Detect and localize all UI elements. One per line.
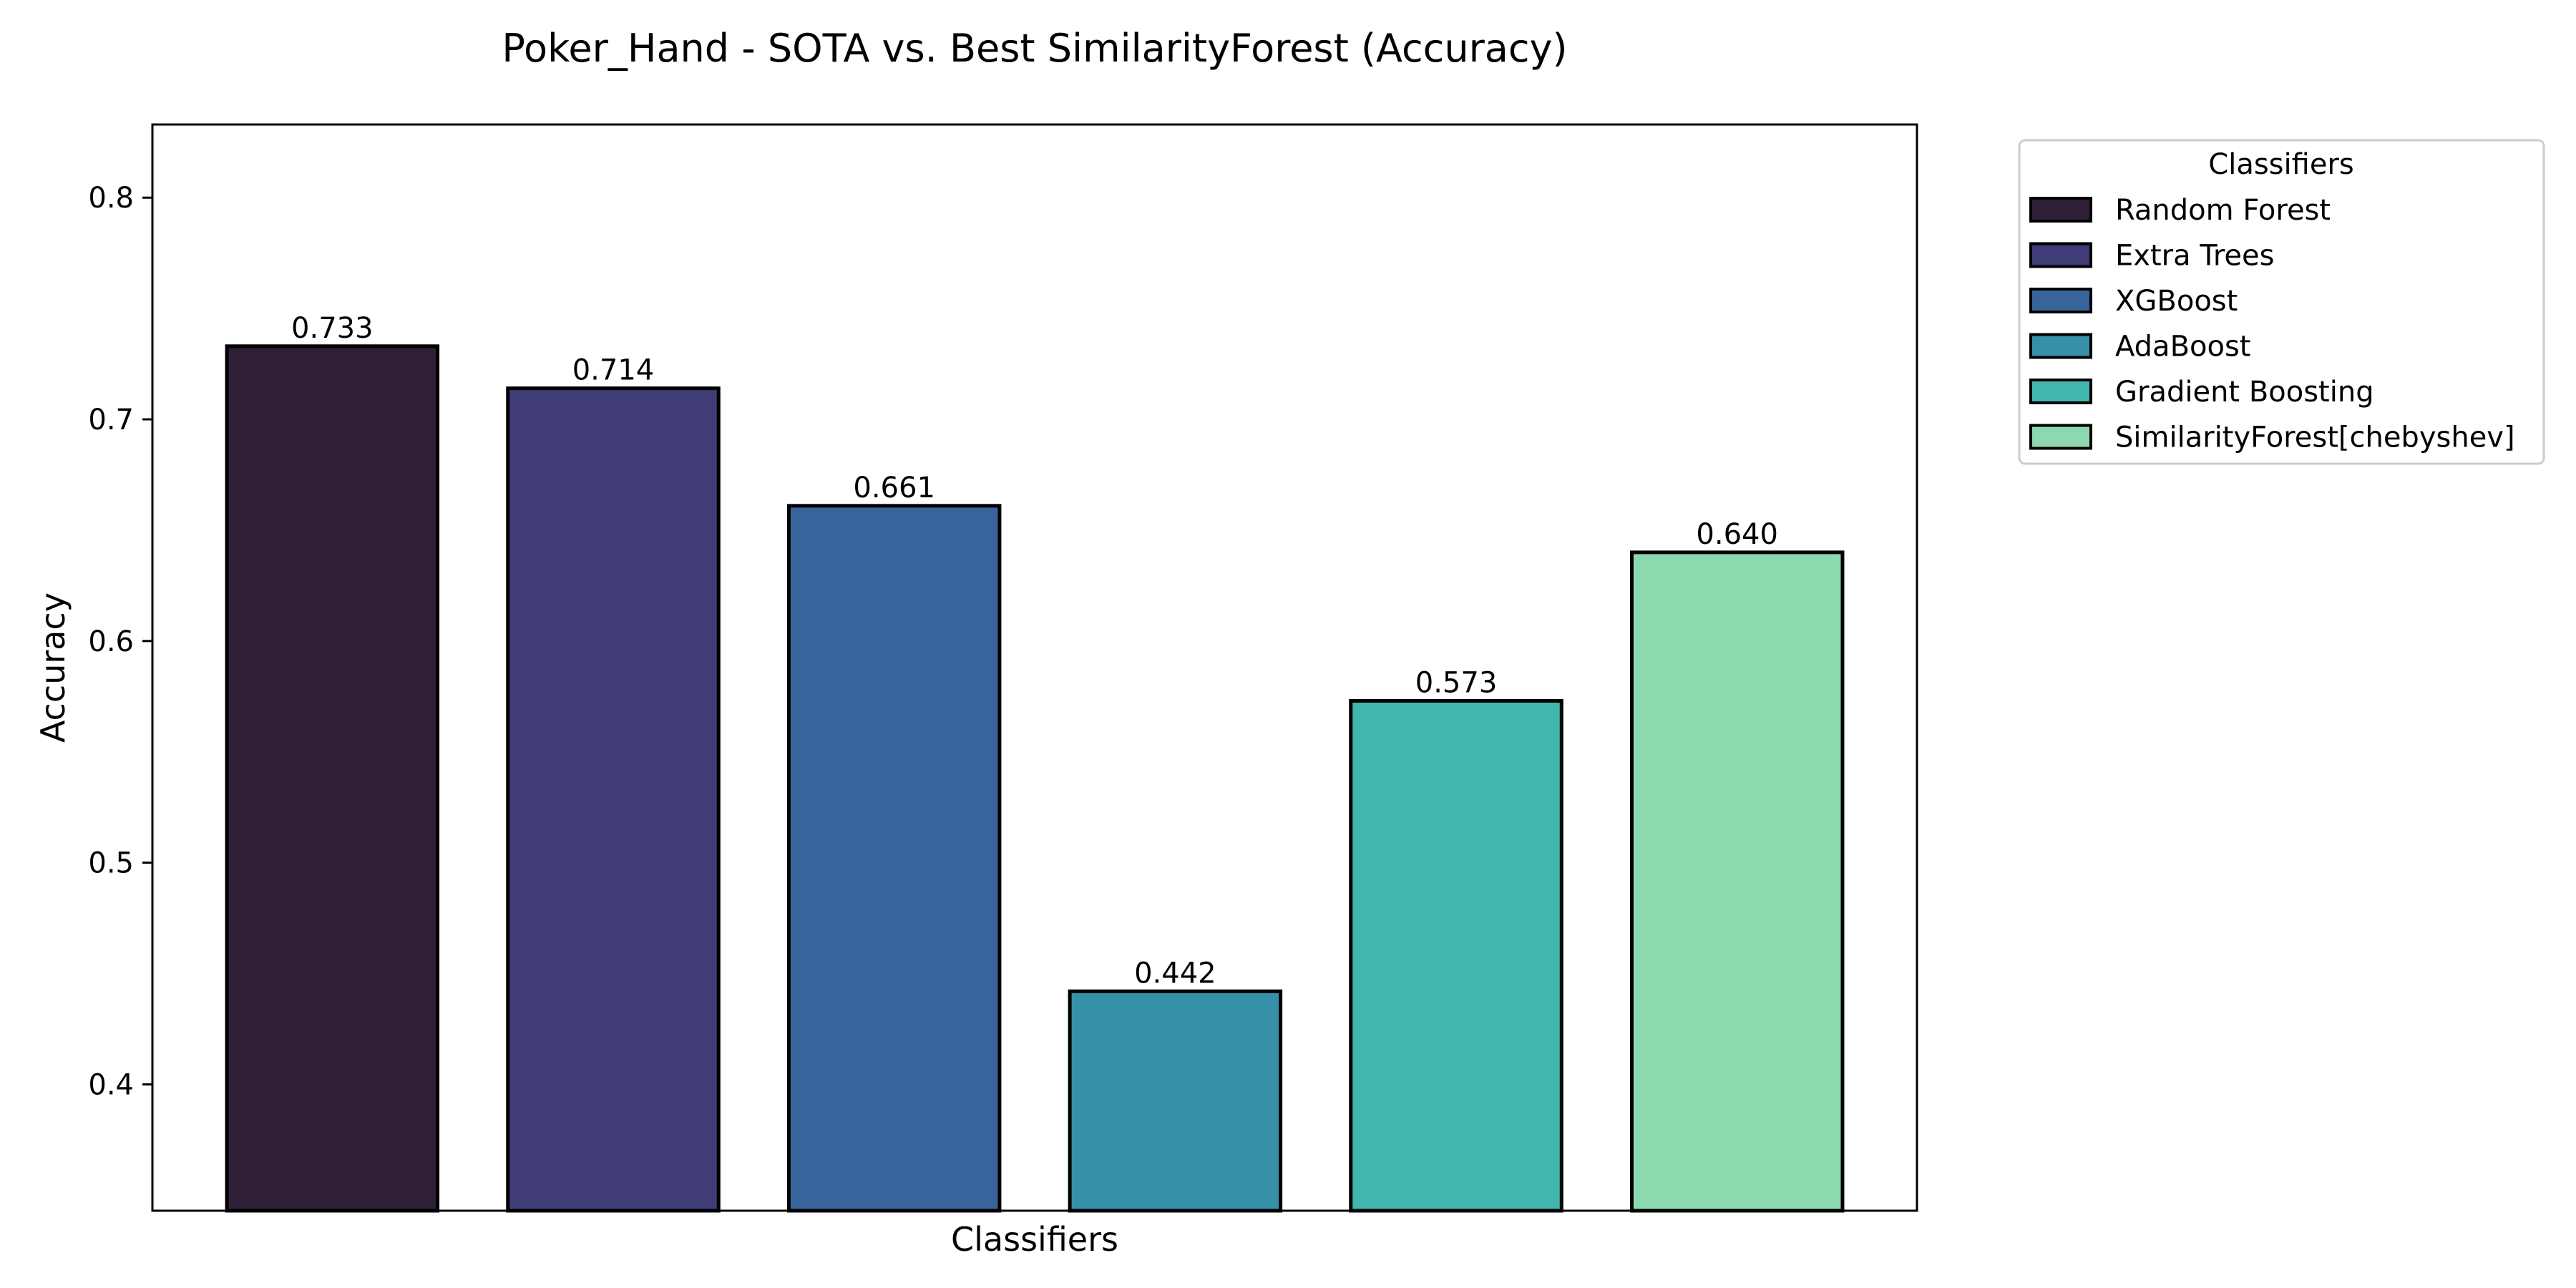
bar bbox=[1629, 550, 1845, 1213]
legend-item-label: SimilarityForest[chebyshev] bbox=[2115, 421, 2515, 454]
y-tick-label: 0.7 bbox=[88, 404, 134, 436]
bar bbox=[786, 504, 1002, 1213]
bar bbox=[506, 386, 721, 1213]
bar-value-label: 0.714 bbox=[572, 354, 655, 387]
legend-swatch bbox=[2029, 333, 2092, 359]
legend-item-label: XGBoost bbox=[2115, 285, 2238, 318]
legend-swatch bbox=[2029, 242, 2092, 268]
bar bbox=[1068, 989, 1283, 1213]
legend-title: Classifiers bbox=[2208, 148, 2353, 181]
bar bbox=[1349, 698, 1563, 1213]
bar-group: 0.733 0.714 0.661 0.442 0.573 0.640 bbox=[225, 312, 1845, 1213]
legend-item-label: AdaBoost bbox=[2115, 331, 2250, 364]
bar-value-label: 0.640 bbox=[1696, 518, 1778, 551]
legend: Classifiers Random Forest Extra Trees XGBo… bbox=[2018, 139, 2545, 465]
bar-value-label: 0.733 bbox=[291, 312, 374, 345]
y-axis: 0.4 0.5 0.6 0.7 0.8 bbox=[88, 182, 152, 1101]
bar-value-label: 0.573 bbox=[1415, 666, 1498, 699]
chart-title: Poker_Hand - SOTA vs. Best SimilarityFor… bbox=[502, 26, 1567, 71]
bar bbox=[225, 344, 440, 1213]
legend-swatch bbox=[2029, 424, 2092, 450]
legend-item-label: Extra Trees bbox=[2115, 240, 2274, 273]
legend-frame bbox=[2018, 139, 2545, 465]
bar-value-label: 0.661 bbox=[853, 472, 935, 504]
legend-item-label: Gradient Boosting bbox=[2115, 376, 2374, 409]
legend-swatch bbox=[2029, 197, 2092, 223]
bar-value-label: 0.442 bbox=[1134, 957, 1216, 990]
y-axis-label: Accuracy bbox=[34, 592, 72, 743]
plot-frame bbox=[151, 123, 1918, 1212]
legend-item-label: Random Forest bbox=[2115, 194, 2331, 227]
y-tick-label: 0.6 bbox=[88, 625, 134, 658]
y-tick-label: 0.4 bbox=[88, 1068, 134, 1101]
y-tick-label: 0.5 bbox=[88, 847, 134, 880]
legend-swatch bbox=[2029, 379, 2092, 404]
x-axis-label: Classifiers bbox=[951, 1220, 1118, 1259]
legend-swatch bbox=[2029, 288, 2092, 313]
y-tick-label: 0.8 bbox=[88, 182, 134, 215]
